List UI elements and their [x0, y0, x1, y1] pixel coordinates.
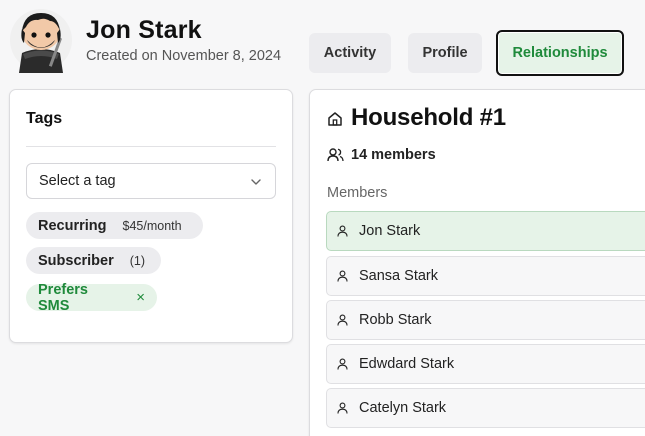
member-row[interactable]: Sansa Stark: [326, 256, 645, 296]
member-row[interactable]: Jon Stark: [326, 211, 645, 251]
member-name: Edwdard Stark: [359, 356, 455, 372]
home-icon: [328, 112, 342, 126]
tab-relationships[interactable]: Relationships: [496, 30, 624, 76]
tags-card: Tags Select a tag Recurring $45/month Su…: [9, 89, 293, 343]
remove-tag-icon[interactable]: ×: [136, 289, 145, 306]
household-title: Household #1: [351, 104, 506, 131]
divider: [26, 146, 276, 147]
member-name: Robb Stark: [359, 312, 432, 328]
tag-chip-detail: (1): [129, 253, 146, 268]
member-row[interactable]: Catelyn Stark: [326, 388, 645, 428]
household-card: Household #1 14 members Members Jon Star…: [309, 89, 645, 436]
tab-activity[interactable]: Activity: [309, 33, 391, 73]
created-date: Created on November 8, 2024: [86, 48, 282, 64]
member-name: Jon Stark: [359, 223, 421, 239]
tag-chip-label: Prefers SMS: [38, 281, 88, 314]
member-name: Catelyn Stark: [359, 400, 447, 416]
tag-chip-subscriber[interactable]: Subscriber (1): [26, 247, 161, 274]
user-icon: [337, 270, 348, 282]
tab-profile[interactable]: Profile: [408, 33, 482, 73]
user-icon: [337, 358, 348, 370]
tag-chip-label: Recurring: [38, 217, 107, 234]
tag-select[interactable]: Select a tag: [26, 163, 276, 199]
tag-chip-detail: $45/month: [122, 218, 182, 233]
member-name: Sansa Stark: [359, 268, 438, 284]
user-icon: [337, 402, 348, 414]
chevron-down-icon: [251, 179, 261, 185]
tags-title: Tags: [26, 110, 63, 127]
member-count: 14 members: [351, 147, 436, 163]
members-label: Members: [327, 185, 388, 201]
tag-chip-recurring[interactable]: Recurring $45/month: [26, 212, 203, 239]
user-icon: [337, 225, 348, 237]
tag-chip-prefers-sms[interactable]: Prefers SMS ×: [26, 281, 157, 314]
profile-name: Jon Stark: [86, 16, 202, 44]
member-row[interactable]: Robb Stark: [326, 300, 645, 340]
user-icon: [337, 314, 348, 326]
member-row[interactable]: Edwdard Stark: [326, 344, 645, 384]
tag-chip-label: Subscriber: [38, 252, 114, 269]
tag-select-value: Select a tag: [39, 173, 116, 189]
avatar: [10, 7, 72, 73]
people-icon: [327, 148, 344, 162]
